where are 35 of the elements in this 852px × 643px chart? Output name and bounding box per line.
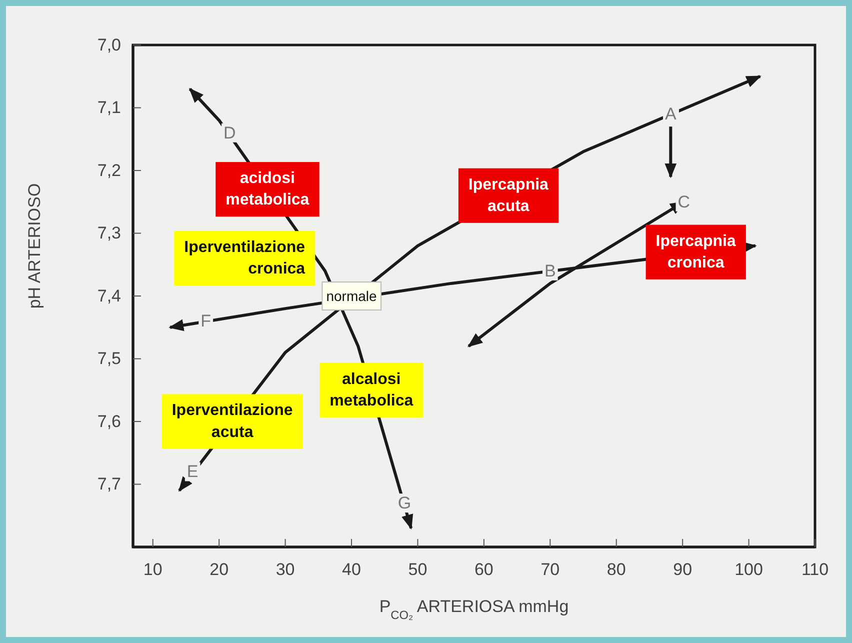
annotation: C bbox=[678, 192, 690, 212]
annotation: Iperventilazione acuta bbox=[172, 402, 293, 441]
annotation: acidosi metabolica bbox=[226, 170, 310, 209]
x-tick-label: 10 bbox=[143, 560, 162, 580]
y-tick-label: 7,0 bbox=[97, 35, 121, 54]
x-axis-title: P$_{CO₂}$ ARTERIOSA mmHg bbox=[379, 597, 569, 622]
y-tick-label: 7,4 bbox=[97, 286, 121, 306]
annotation: E bbox=[186, 462, 198, 482]
annotation: Ipercapnia acuta bbox=[468, 176, 549, 215]
y-tick-label: 7,1 bbox=[97, 98, 121, 118]
x-tick-label: 40 bbox=[342, 560, 361, 580]
annotation: Iperventilazione cronica bbox=[184, 239, 306, 278]
annotation: D bbox=[224, 123, 236, 142]
annotation: alcalosi metabolica bbox=[330, 370, 414, 410]
x-tick-label: 50 bbox=[408, 560, 428, 580]
annotation: Ipercapnia cronica bbox=[656, 232, 736, 272]
x-tick-label: 70 bbox=[540, 560, 560, 580]
annotation: F bbox=[200, 312, 212, 331]
x-tick-label: 110 bbox=[801, 560, 829, 580]
x-tick-label: 80 bbox=[606, 560, 626, 580]
y-tick-label: 7,2 bbox=[97, 160, 121, 180]
y-tick-label: 7,3 bbox=[97, 224, 121, 243]
x-tick-label: 20 bbox=[210, 560, 229, 580]
x-tick-label: 100 bbox=[734, 560, 763, 580]
x-tick-label: 60 bbox=[474, 560, 494, 580]
y-axis-title: pH ARTERIOSO bbox=[25, 183, 44, 309]
x-tick-label: 30 bbox=[276, 560, 295, 580]
annotation: G bbox=[398, 494, 412, 513]
y-tick-label: 7,6 bbox=[97, 412, 121, 431]
annotation: normale bbox=[326, 288, 377, 304]
annotation: B bbox=[544, 261, 556, 280]
annotation: A bbox=[664, 104, 677, 124]
y-tick-label: 7,5 bbox=[97, 349, 121, 368]
x-tick-label: 90 bbox=[673, 560, 692, 580]
y-tick-label: 7,7 bbox=[97, 474, 121, 494]
